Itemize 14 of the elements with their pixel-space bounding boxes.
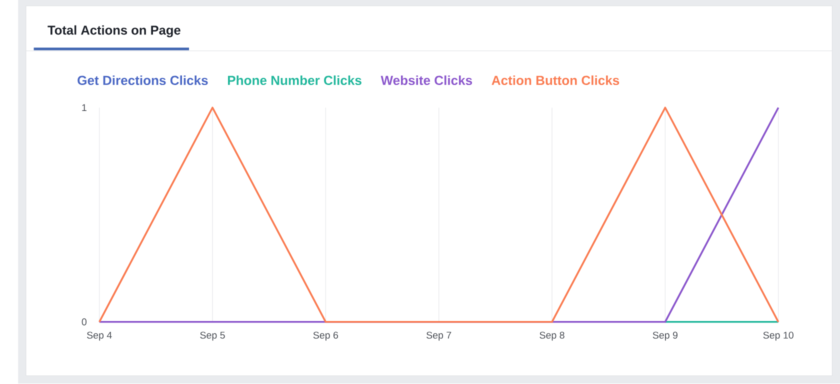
x-tick-label: Sep 4 [87, 332, 112, 341]
chart-title: Total Actions on Page [48, 26, 180, 38]
text: Phone Number Clicks [228, 76, 362, 86]
text: Website Clicks [380, 76, 472, 86]
y-tick-label: 1 [82, 104, 86, 112]
text: Action Button Clicks [492, 76, 620, 86]
x-tick-label: Sep 7 [426, 332, 452, 341]
x-tick-label: Sep 6 [313, 332, 338, 341]
x-tick-label: Sep 9 [652, 332, 678, 341]
x-tick-label: Sep 10 [763, 332, 794, 341]
x-tick-label: Sep 8 [540, 332, 564, 341]
y-tick-label: 0 [82, 318, 87, 326]
legend-label: Get Directions Clicks [78, 76, 208, 86]
x-tick-label: Sep 5 [200, 332, 225, 341]
